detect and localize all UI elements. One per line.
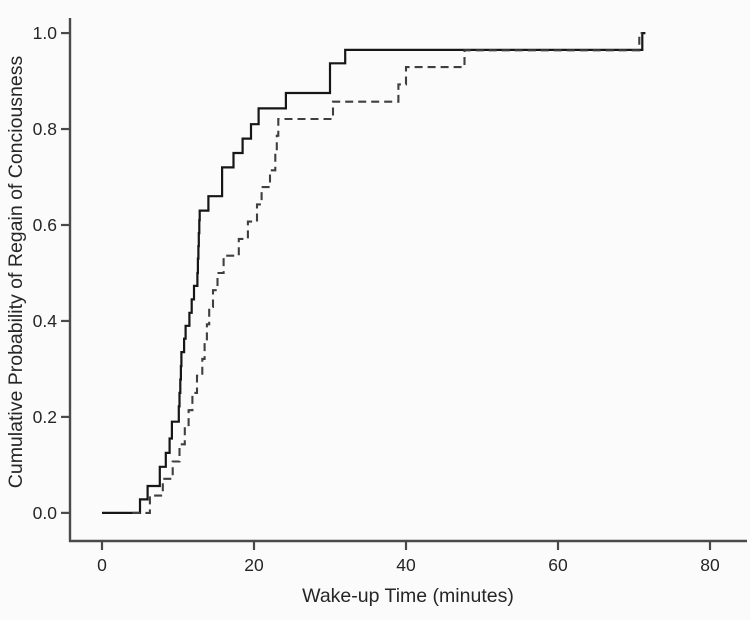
- group-dashed-path: [132, 32, 643, 514]
- axes-layer: [61, 18, 747, 550]
- x-tick-label: 80: [700, 555, 720, 575]
- tick-label-layer: 0 20 40 60 80 0.0 0.2 0.4 0.6 0.8 1.0: [33, 23, 720, 575]
- x-axis-title: Wake-up Time (minutes): [302, 585, 514, 607]
- y-tick-label: 0.8: [33, 119, 57, 139]
- x-tick-label: 0: [97, 555, 107, 575]
- x-tick-label: 40: [396, 555, 416, 575]
- y-tick-label: 0.6: [33, 215, 57, 235]
- y-axis-title: Cumulative Probability of Regain of Conc…: [5, 56, 27, 489]
- y-tick-label: 0.0: [33, 503, 58, 523]
- y-tick-label: 0.2: [33, 407, 57, 427]
- x-tick-label: 20: [244, 555, 264, 575]
- group-solid-path: [102, 32, 646, 514]
- series-layer: [102, 32, 646, 514]
- y-tick-label: 0.4: [33, 311, 58, 331]
- y-tick-label: 1.0: [33, 23, 58, 43]
- x-tick-label: 60: [548, 555, 568, 575]
